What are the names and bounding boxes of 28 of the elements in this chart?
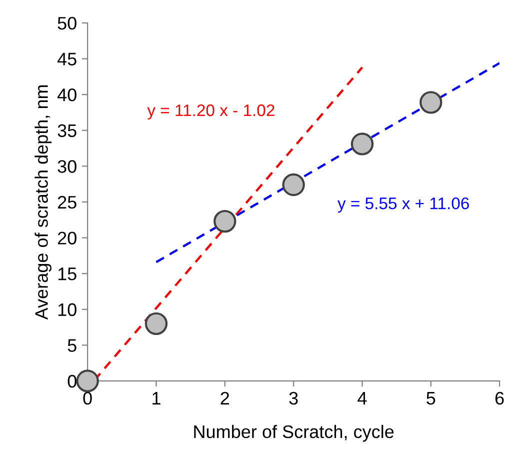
point	[214, 210, 236, 233]
point	[76, 370, 99, 392]
y-tick-label: 5	[68, 339, 76, 352]
point	[420, 91, 442, 114]
x-axis-title: Number of Scratch, cycle	[194, 424, 394, 442]
y-axis-title: Average of scratch depth, nm	[34, 85, 52, 320]
x-tick-label: 6	[495, 392, 504, 405]
y-tick-label: 40	[57, 88, 76, 102]
point	[144, 312, 168, 336]
y-tick-label: 15	[58, 268, 76, 280]
y-tick-label: 45	[57, 52, 76, 66]
y-tick-label: 35	[58, 124, 76, 138]
x-tick-label: 5	[426, 392, 436, 405]
annotation: y = 11.20 x - 1.02	[147, 104, 274, 120]
point	[350, 132, 374, 156]
x-tick-label: 3	[289, 392, 298, 405]
x-tick-label: 0	[83, 392, 92, 405]
y-tick-label: 30	[58, 160, 76, 173]
point	[282, 173, 305, 196]
x-tick-label: 4	[358, 392, 367, 404]
y-tick-label: 50	[58, 16, 76, 30]
y-tick-label: 10	[58, 303, 76, 316]
y-tick-label: 25	[58, 196, 76, 209]
x-tick-label: 1	[152, 392, 160, 404]
annotation: y = 5.55 x + 11.06	[338, 197, 469, 213]
y-tick-label: 20	[58, 232, 76, 244]
x-tick-label: 2	[220, 392, 229, 404]
y-tick-label: 0	[68, 374, 76, 388]
